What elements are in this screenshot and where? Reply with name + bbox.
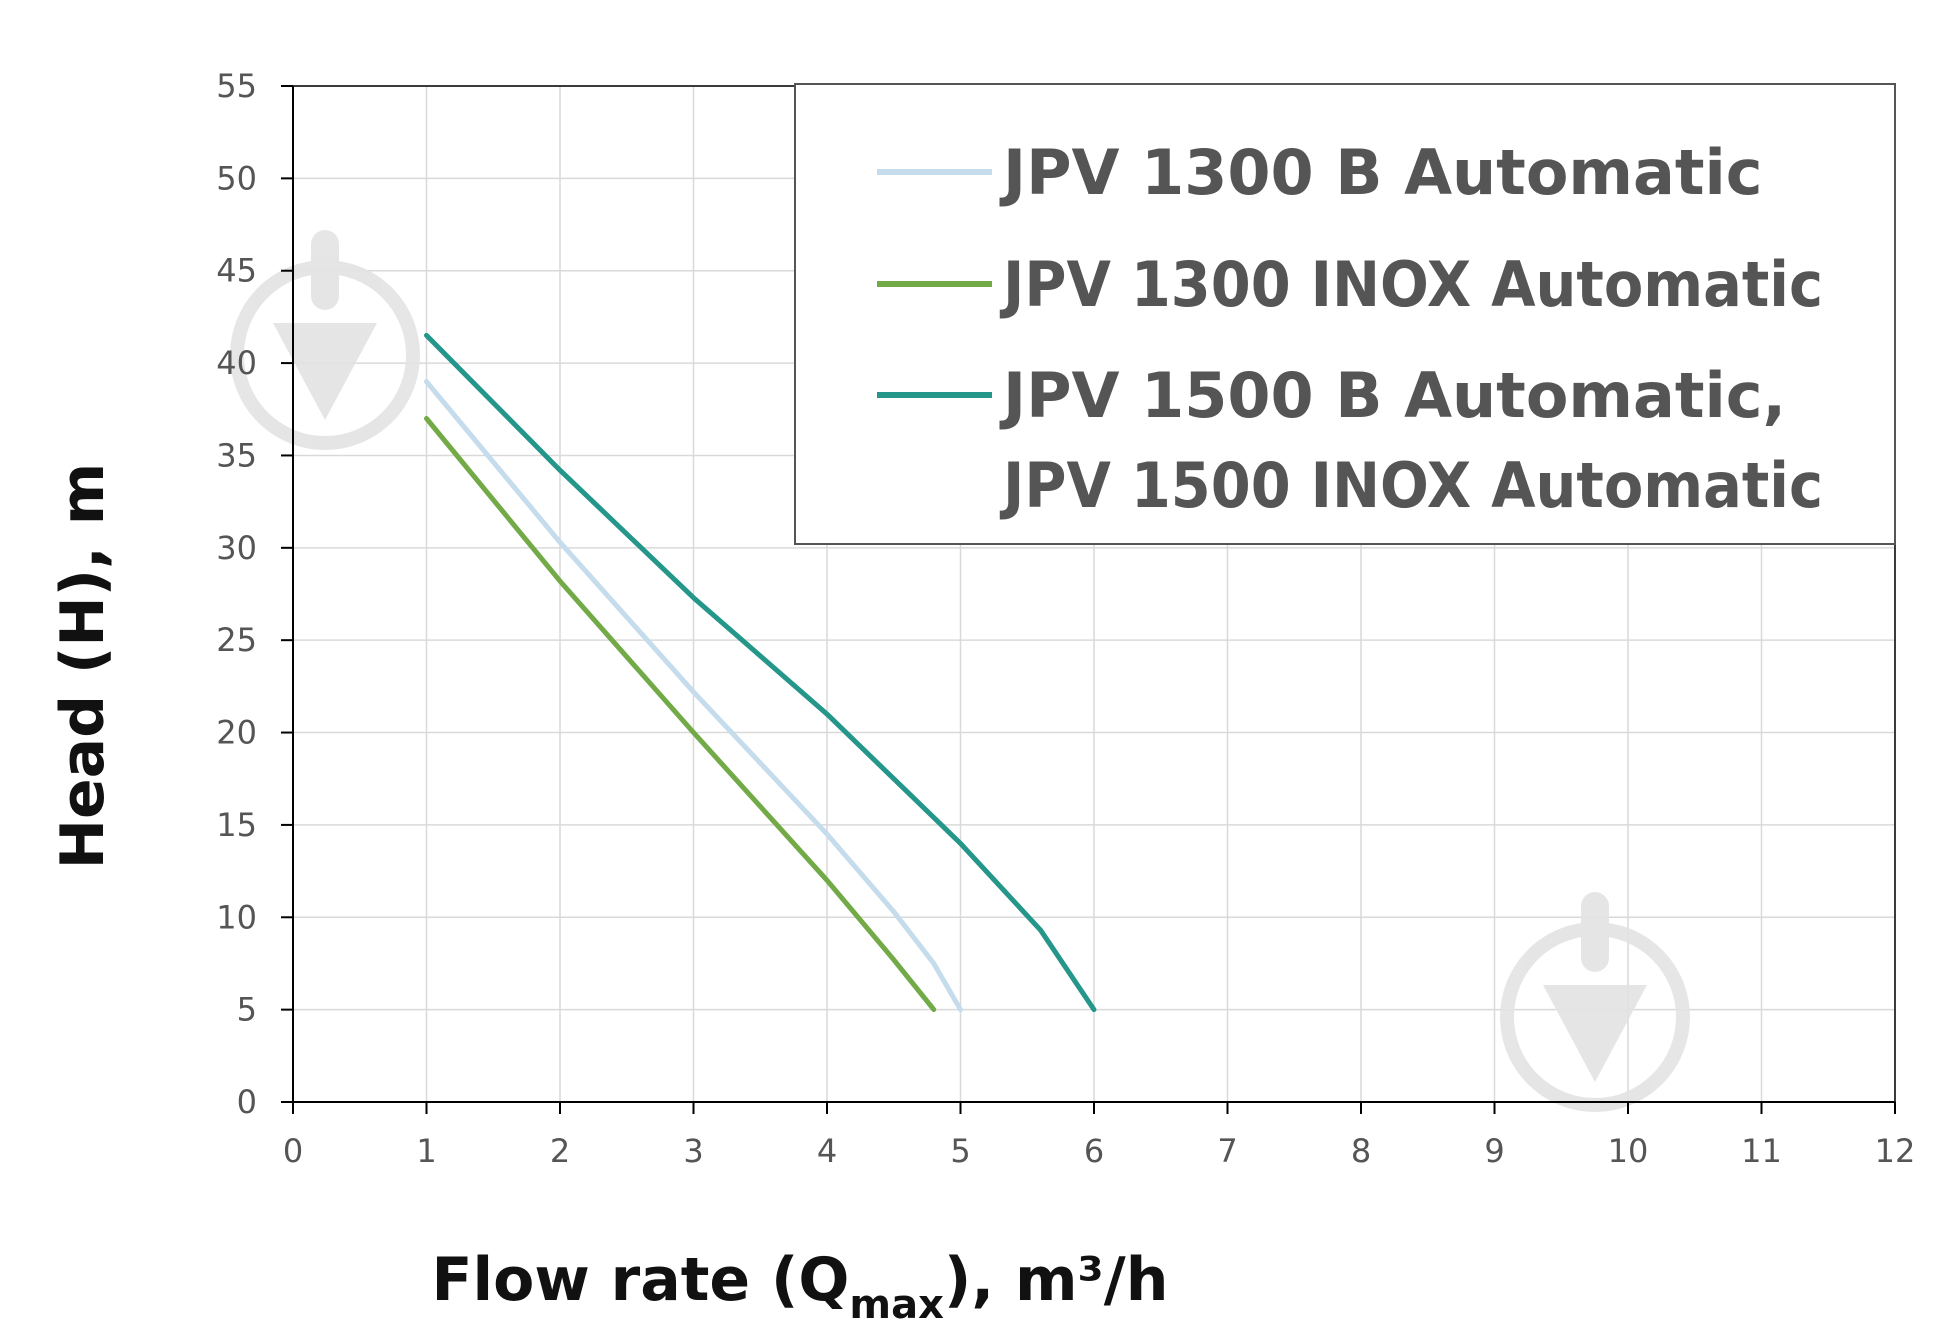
y-tick-label: 15 (216, 806, 257, 844)
x-tick-label: 4 (817, 1132, 837, 1170)
x-tick-label: 12 (1875, 1132, 1916, 1170)
y-tick-label: 20 (216, 714, 257, 752)
x-axis-title-main: Flow rate (Q (432, 1245, 850, 1315)
legend-box (794, 83, 1896, 545)
x-tick-label: 6 (1084, 1132, 1104, 1170)
y-tick-label: 0 (237, 1083, 257, 1121)
x-tick-label: 0 (283, 1132, 303, 1170)
series-lines (424, 332, 1097, 1013)
series-line-1 (424, 379, 963, 1013)
x-axis-title-tail: ), m³/h (944, 1245, 1169, 1315)
x-tick-labels: 0 1 2 3 4 5 6 7 8 9 10 11 12 (283, 1132, 1916, 1170)
legend: JPV 1300 B Automatic JPV 1300 INOX Automa… (794, 83, 1896, 545)
y-tick-label: 5 (237, 991, 257, 1029)
legend-label-3: JPV 1500 B Automatic, (999, 359, 1786, 432)
x-axis-title: Flow rate (Qmax), m³/h (432, 1245, 1169, 1328)
x-tick-label: 1 (416, 1132, 436, 1170)
y-tick-label: 40 (216, 344, 257, 382)
y-tick-labels: 0 5 10 15 20 25 30 35 40 45 50 55 (216, 67, 257, 1121)
x-tick-label: 11 (1741, 1132, 1782, 1170)
y-tick-label: 10 (216, 898, 257, 936)
legend-label-1: JPV 1300 B Automatic (999, 136, 1763, 209)
y-tick-label: 50 (216, 159, 257, 197)
legend-label-2: JPV 1300 INOX Automatic (999, 248, 1823, 321)
series-line-2 (424, 416, 937, 1013)
x-tick-label: 8 (1351, 1132, 1371, 1170)
y-tick-label: 35 (216, 436, 257, 474)
watermarks (230, 230, 1690, 1112)
x-tick-label: 9 (1484, 1132, 1504, 1170)
y-tick-label: 30 (216, 529, 257, 567)
x-tick-label: 7 (1217, 1132, 1237, 1170)
y-tick-label: 55 (216, 67, 257, 105)
download-watermark-icon (1500, 892, 1690, 1112)
download-watermark-icon (230, 230, 420, 450)
x-tick-label: 10 (1608, 1132, 1649, 1170)
x-tick-label: 5 (950, 1132, 970, 1170)
y-tick-label: 45 (216, 252, 257, 290)
x-tick-label: 2 (550, 1132, 570, 1170)
legend-label-3: JPV 1500 INOX Automatic (999, 449, 1823, 522)
x-axis-title-subscript: max (849, 1282, 944, 1328)
x-tick-label: 3 (683, 1132, 703, 1170)
y-axis-title: Head (H), m (48, 463, 118, 870)
y-tick-label: 25 (216, 621, 257, 659)
series-line-3 (424, 332, 1097, 1013)
